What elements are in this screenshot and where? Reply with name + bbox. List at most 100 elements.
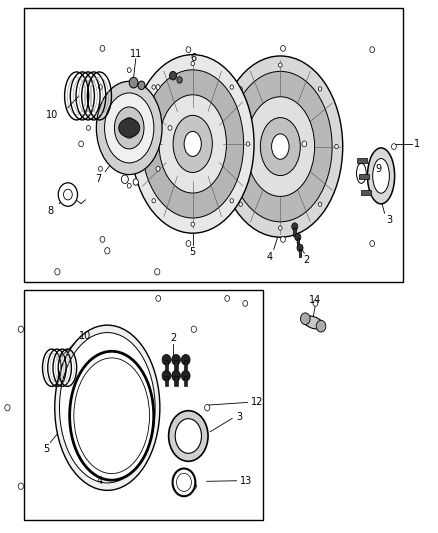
Ellipse shape [218, 56, 343, 237]
Ellipse shape [367, 148, 395, 204]
Circle shape [86, 126, 90, 131]
Ellipse shape [175, 419, 201, 453]
Bar [174, 376, 178, 386]
Ellipse shape [105, 93, 154, 163]
Circle shape [313, 301, 318, 306]
Bar [24, 8, 403, 282]
Text: 4: 4 [97, 476, 103, 486]
Circle shape [239, 202, 242, 206]
Ellipse shape [131, 55, 254, 233]
Circle shape [152, 85, 155, 89]
Text: 5: 5 [190, 247, 196, 256]
Ellipse shape [357, 163, 366, 183]
Ellipse shape [55, 325, 160, 490]
Ellipse shape [60, 333, 155, 483]
Circle shape [18, 483, 24, 489]
Bar [184, 376, 187, 386]
Text: 11: 11 [130, 50, 142, 59]
Circle shape [230, 199, 233, 203]
Circle shape [105, 247, 110, 254]
Text: 14: 14 [309, 295, 321, 304]
Circle shape [295, 233, 301, 241]
Ellipse shape [119, 119, 140, 137]
Text: 1: 1 [414, 139, 420, 149]
Bar [165, 376, 168, 386]
Circle shape [279, 63, 282, 67]
Circle shape [79, 141, 84, 147]
Circle shape [99, 166, 102, 171]
Circle shape [129, 77, 138, 88]
Circle shape [177, 77, 182, 83]
Circle shape [156, 295, 161, 301]
Circle shape [181, 370, 190, 381]
Circle shape [205, 405, 210, 411]
Ellipse shape [229, 71, 332, 222]
Circle shape [335, 144, 338, 149]
Bar [184, 360, 187, 370]
Circle shape [136, 142, 139, 146]
Bar [293, 228, 296, 236]
Text: 2: 2 [304, 255, 310, 265]
Circle shape [18, 326, 24, 333]
Ellipse shape [246, 96, 314, 197]
Bar [357, 158, 367, 163]
Circle shape [55, 269, 60, 275]
Circle shape [162, 354, 171, 365]
Circle shape [191, 222, 194, 227]
Ellipse shape [74, 358, 149, 474]
Circle shape [172, 354, 180, 365]
Bar [24, 290, 263, 520]
Circle shape [186, 47, 191, 53]
Circle shape [191, 61, 194, 66]
Circle shape [300, 313, 310, 325]
Ellipse shape [173, 115, 212, 173]
Ellipse shape [373, 159, 389, 193]
Ellipse shape [260, 118, 300, 175]
Circle shape [100, 237, 105, 243]
Circle shape [186, 240, 191, 246]
Circle shape [279, 226, 282, 230]
Text: 2: 2 [170, 334, 176, 343]
Circle shape [191, 483, 196, 489]
Circle shape [243, 301, 247, 306]
Circle shape [318, 87, 322, 91]
Circle shape [191, 326, 196, 333]
Circle shape [170, 71, 177, 80]
Circle shape [64, 189, 72, 200]
Circle shape [156, 166, 160, 171]
Circle shape [302, 141, 307, 147]
Circle shape [156, 85, 160, 90]
Circle shape [58, 183, 78, 206]
Circle shape [172, 370, 180, 381]
Text: 9: 9 [376, 164, 382, 174]
Circle shape [297, 244, 303, 252]
Circle shape [99, 85, 102, 90]
Ellipse shape [169, 410, 208, 461]
Circle shape [127, 183, 131, 188]
Circle shape [181, 354, 190, 365]
Ellipse shape [142, 70, 244, 218]
Circle shape [5, 405, 10, 411]
Ellipse shape [96, 82, 162, 175]
Circle shape [316, 320, 326, 332]
Circle shape [392, 144, 396, 149]
Text: 4: 4 [266, 252, 272, 262]
Circle shape [127, 68, 131, 72]
Text: 3: 3 [237, 412, 243, 422]
Text: 13: 13 [240, 476, 252, 486]
Ellipse shape [159, 95, 226, 193]
Text: 3: 3 [386, 215, 392, 224]
Circle shape [225, 295, 230, 301]
Text: 8: 8 [47, 206, 53, 215]
Ellipse shape [122, 118, 136, 138]
Circle shape [138, 81, 145, 90]
Circle shape [133, 179, 138, 185]
Text: 12: 12 [251, 398, 263, 407]
Circle shape [152, 199, 155, 203]
Ellipse shape [177, 473, 191, 491]
Circle shape [164, 144, 169, 149]
Bar [359, 174, 369, 179]
Text: 5: 5 [43, 444, 49, 454]
Circle shape [121, 175, 128, 183]
Circle shape [292, 223, 298, 230]
